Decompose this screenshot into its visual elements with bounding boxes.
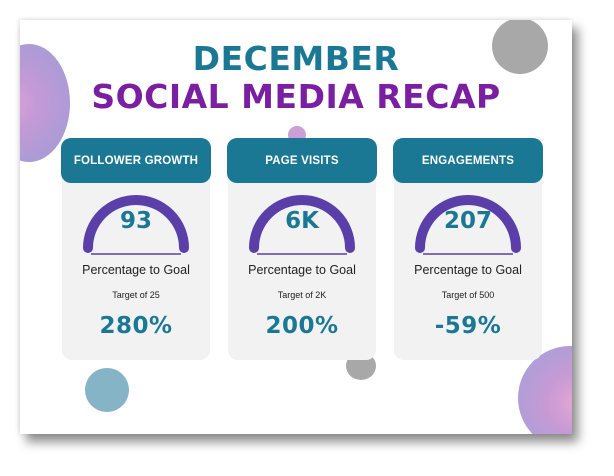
- title-line-1: DECEMBER: [192, 39, 400, 78]
- stat-card-engagements: ENGAGEMENTS 207 Percentage to Goal Targe…: [393, 138, 543, 360]
- percentage-value: -59%: [434, 313, 502, 339]
- card-header: PAGE VISITS: [227, 138, 377, 183]
- title-line-2: SOCIAL MEDIA RECAP: [91, 77, 501, 116]
- target-text: Target of 2K: [277, 290, 327, 300]
- gauge-value: 6K: [285, 208, 319, 234]
- gauge-icon: [83, 195, 189, 255]
- gauge-value: 207: [443, 208, 492, 234]
- stat-card-page-visits: PAGE VISITS 6K Percentage to Goal Target…: [227, 138, 377, 360]
- percentage-label: Percentage to Goal: [248, 263, 356, 277]
- percentage-value: 200%: [265, 313, 339, 339]
- percentage-value: 280%: [99, 313, 173, 339]
- percentage-label: Percentage to Goal: [82, 263, 190, 277]
- gauge-icon: [415, 195, 521, 255]
- target-text: Target of 25: [112, 290, 160, 300]
- card-header: ENGAGEMENTS: [393, 138, 543, 183]
- decorative-circle-blue: [85, 368, 129, 412]
- percentage-label: Percentage to Goal: [414, 263, 522, 277]
- decorative-circle-top-gray: [492, 20, 548, 74]
- target-text: Target of 500: [441, 290, 495, 300]
- card-header: FOLLOWER GROWTH: [61, 138, 211, 183]
- gauge-icon: [249, 195, 355, 255]
- gauge-value: 93: [119, 208, 152, 234]
- recap-slide: DECEMBER SOCIAL MEDIA RECAP FOLLOWER GRO…: [20, 20, 572, 434]
- stat-card-follower-growth: FOLLOWER GROWTH 93 Percentage to Goal Ta…: [61, 138, 211, 360]
